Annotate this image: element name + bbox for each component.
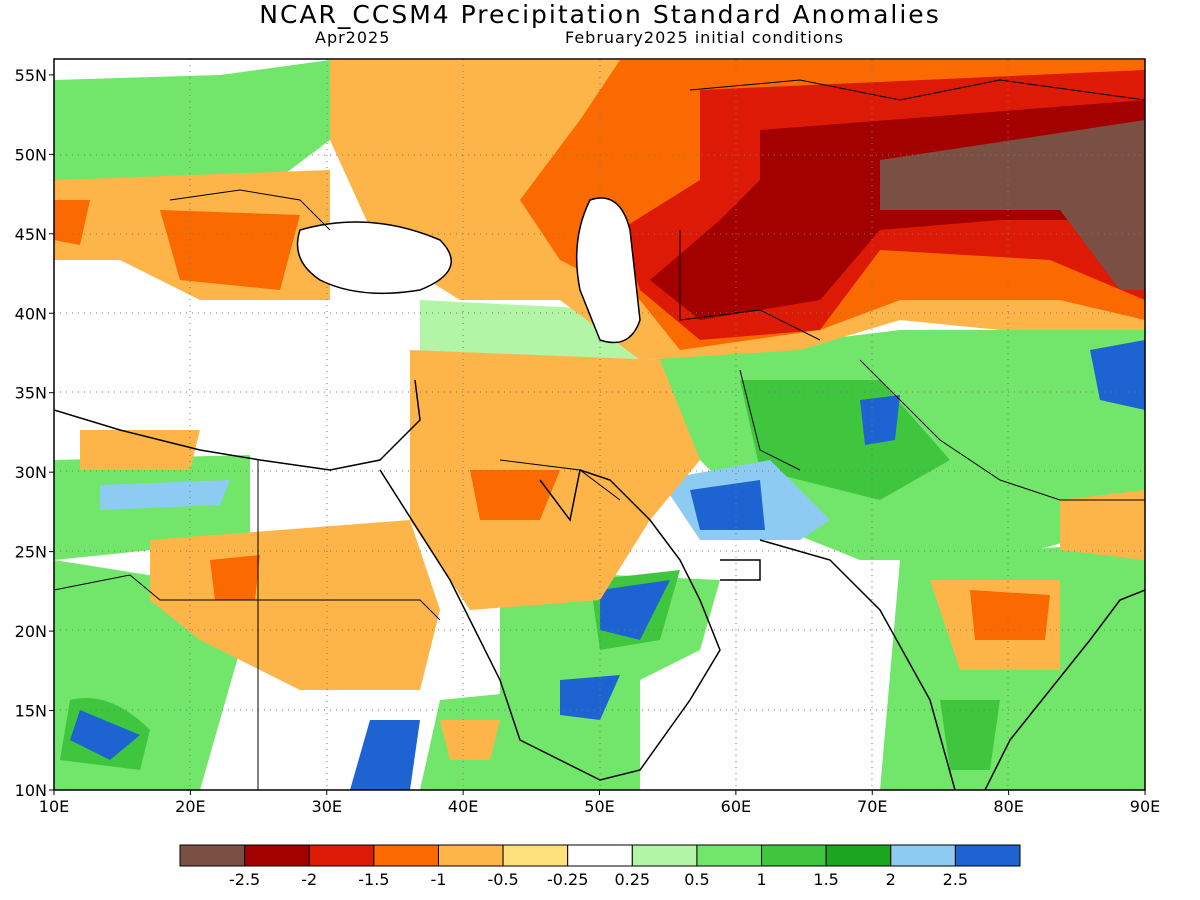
- lat-label: 45N: [15, 225, 47, 244]
- colorbar-tick-label: 1: [756, 870, 767, 889]
- colorbar-swatch: [502, 844, 569, 867]
- lat-label: 25N: [15, 543, 47, 562]
- anomaly-fields: [54, 59, 1145, 790]
- longitude-ticks: 10E 20E 30E 40E 50E 60E 70E 80E 90E: [39, 790, 1160, 816]
- lon-label: 90E: [1130, 797, 1160, 816]
- colorbar-swatch: [696, 844, 763, 867]
- colorbar-tick-label: 0.5: [684, 870, 710, 889]
- lat-label: 10N: [15, 781, 47, 800]
- lon-label: 50E: [584, 797, 614, 816]
- colorbar-tick-label: 1.5: [813, 870, 839, 889]
- map-title: NCAR_CCSM4 Precipitation Standard Anomal…: [259, 0, 941, 29]
- lon-label: 70E: [857, 797, 887, 816]
- lat-label: 40N: [15, 304, 47, 323]
- colorbar-swatch: [954, 844, 1021, 867]
- lat-label: 35N: [15, 384, 47, 403]
- colorbar: [179, 844, 1021, 867]
- colorbar-swatch: [244, 844, 310, 867]
- colorbar-tick-label: -2: [301, 870, 318, 889]
- colorbar-tick-label: -2.5: [229, 870, 261, 889]
- forecast-month: Apr2025: [315, 28, 391, 47]
- latitude-ticks: 55N 50N 45N 40N 35N 30N 25N 20N 15N 10N: [15, 66, 54, 800]
- colorbar-tick-label: 0.25: [614, 870, 651, 889]
- lat-label: 50N: [15, 145, 47, 164]
- colorbar-swatch: [761, 844, 827, 867]
- colorbar-tick-label: 2.5: [942, 870, 969, 889]
- colorbar-tick-label: 2: [885, 870, 896, 889]
- lon-label: 80E: [993, 797, 1023, 816]
- country-borders: [54, 79, 1145, 790]
- lat-label: 15N: [15, 702, 47, 721]
- negative-anomaly-regions: [54, 60, 1145, 760]
- colorbar-swatch: [567, 844, 633, 867]
- colorbar-swatch: [437, 844, 504, 867]
- colorbar-swatch: [825, 844, 892, 867]
- lat-label: 55N: [15, 66, 47, 85]
- colorbar-swatch: [890, 844, 956, 867]
- colorbar-swatch: [631, 844, 698, 867]
- lon-label: 60E: [721, 797, 751, 816]
- lat-label: 20N: [15, 622, 47, 641]
- colorbar-swatch: [308, 844, 375, 867]
- initial-conditions: February2025 initial conditions: [565, 28, 845, 47]
- colorbar-tick-label: -1.5: [358, 870, 390, 889]
- colorbar-tick-label: -0.5: [487, 870, 519, 889]
- colorbar-tick-label: -1: [430, 870, 447, 889]
- lon-label: 20E: [175, 797, 205, 816]
- lon-label: 30E: [312, 797, 342, 816]
- lat-label: 30N: [15, 463, 47, 482]
- colorbar-tick-label: -0.25: [546, 870, 589, 889]
- colorbar-swatch: [373, 844, 439, 867]
- colorbar-swatch: [179, 844, 246, 867]
- coastlines: [54, 197, 1145, 790]
- lon-label: 10E: [39, 797, 69, 816]
- lon-label: 40E: [448, 797, 478, 816]
